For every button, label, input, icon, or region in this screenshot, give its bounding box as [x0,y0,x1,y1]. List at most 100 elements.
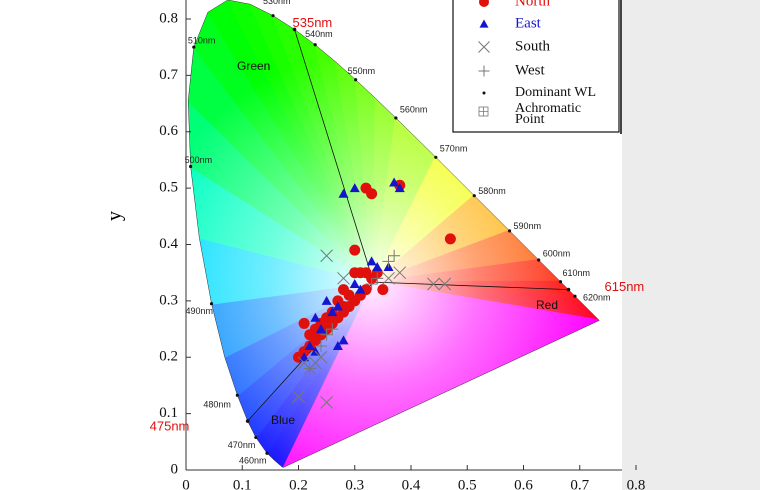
wavelength-label: 610nm [563,268,591,278]
point [393,266,407,280]
point [338,335,349,345]
point [310,312,321,322]
legend-label: East [515,15,542,31]
point [343,301,355,313]
point [479,0,489,7]
legend-marker [478,41,490,53]
y-tick-label: 0.2 [159,349,178,365]
y-tick-label: 0.1 [159,405,178,421]
region-label: Red [536,298,558,312]
point [332,301,343,311]
wavelength-dot [209,302,214,306]
point [320,328,333,341]
x-tick-label: 0.1 [233,477,252,490]
outer-background [622,0,760,490]
x-tick-label: 0.2 [289,477,308,490]
point [382,255,395,268]
wavelength-label: 530nm [263,0,291,6]
point [320,249,333,263]
wavelength-label: 550nm [348,66,376,76]
point [394,183,405,193]
wavelength-label: 480nm [203,400,231,410]
wavelength-dot [394,116,398,120]
legend-marker [479,107,488,116]
point [303,362,316,375]
x-tick-label: 0.4 [402,477,421,490]
wavelength-label: 540nm [305,29,333,39]
wavelength-label: 590nm [514,221,542,231]
point [326,323,339,336]
wavelength-dot [354,78,358,82]
wavelength-dot [434,155,438,159]
point [304,340,315,350]
dominant-dot [566,287,571,292]
y-tick-label: 0.8 [159,10,178,26]
wavelength-label: 460nm [239,456,267,466]
legend-box [452,0,620,133]
point [315,339,327,352]
wavelength-dot [189,164,193,169]
point [444,233,456,245]
point [355,284,366,294]
region-label: Blue [271,413,295,427]
x-tick-label: 0.6 [514,477,533,490]
wavelength-dot [265,451,269,455]
legend-label: Achromatic Point [515,101,582,127]
x-tick-label: 0.8 [627,477,646,490]
legend-label: North [515,0,550,9]
x-tick-label: 0 [182,477,190,490]
wavelength-dot [235,393,239,397]
x-tick-label: 0.5 [458,477,477,490]
y-tick-label: 0.3 [159,292,178,308]
y-tick-label: 0.4 [159,236,178,252]
wavelength-label: 600nm [543,248,571,258]
point [382,271,395,285]
point [321,295,332,305]
wavelength-label: 490nm [186,306,214,316]
wavelength-dot [271,14,275,18]
wavelength-dot [573,294,577,298]
point [349,183,360,193]
point [366,188,378,200]
y-axis-label: y [104,211,126,221]
wavelength-dot [537,258,541,262]
point [349,278,360,288]
point [314,350,328,364]
region-label: Green [237,59,270,73]
wavelength-label: 560nm [400,104,428,114]
legend-marker [482,91,486,95]
point [388,249,401,262]
point [327,307,338,317]
point [366,256,377,266]
point [338,188,349,198]
y-tick-label: 0.5 [159,180,178,196]
wavelength-dot [192,45,196,49]
wavelength-label: 510nm [188,35,216,45]
plot-layer: 0 0.1 0.2 0.3 0.4 0.5 0.6 0.7 0.8 0 0.1 0.2 0.3 0.4 0.… [150,0,646,490]
point [372,262,383,272]
wavelength-label: 500nm [185,155,213,165]
x-tick-label: 0.7 [570,477,589,490]
legend-marker [479,0,489,7]
y-tick-label: 0 [171,461,179,477]
point [479,19,489,28]
point [478,41,490,53]
point [427,277,440,291]
point [332,340,343,350]
point [299,352,310,362]
legend-label: Dominant WL [515,85,596,100]
point [298,317,310,329]
y-tick-label: 0.7 [159,67,178,83]
point [478,65,490,77]
dominant-label: 535nm [293,15,333,30]
wavelength-dot [313,43,317,47]
wavelength-label: 620nm [583,293,611,303]
point [377,284,389,296]
x-tick-label: 0.3 [345,477,364,490]
wavelength-label: 580nm [478,186,506,196]
wavelength-dot [254,435,258,440]
spectral-locus [187,0,600,468]
dominant-dot [245,419,250,423]
